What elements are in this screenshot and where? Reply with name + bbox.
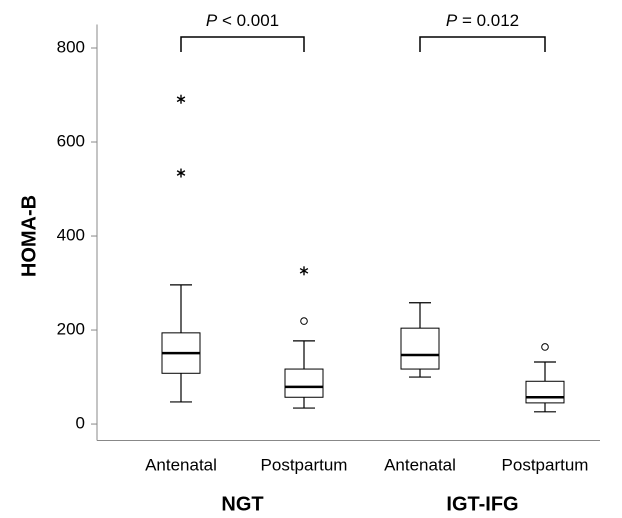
group-label: IGT-IFG xyxy=(446,493,518,515)
group-label: NGT xyxy=(221,493,263,515)
y-tick-label: 600 xyxy=(57,131,85,150)
star-stroke xyxy=(176,170,186,176)
outlier xyxy=(541,343,549,351)
p-symbol: P xyxy=(446,11,458,30)
y-axis-label: HOMA-B xyxy=(18,195,40,277)
outlier xyxy=(176,94,186,104)
p-symbol: P xyxy=(206,11,218,30)
p-text: = 0.012 xyxy=(462,11,519,30)
p-value: P < 0.001 xyxy=(206,11,279,30)
y-tick-label: 0 xyxy=(76,414,85,433)
significance-bracket xyxy=(180,36,305,52)
x-tick-label: Postpartum xyxy=(502,455,589,474)
star-stroke xyxy=(299,267,309,274)
outlier xyxy=(299,266,309,276)
p-value: P = 0.012 xyxy=(446,11,519,30)
y-tick-label: 200 xyxy=(57,320,85,339)
box xyxy=(400,327,440,370)
x-tick-label: Antenatal xyxy=(145,455,217,474)
star-stroke xyxy=(176,96,186,103)
x-tick-label: Postpartum xyxy=(261,455,348,474)
box xyxy=(525,380,565,404)
x-tick-label: Antenatal xyxy=(384,455,456,474)
significance-bracket xyxy=(419,36,546,52)
outlier xyxy=(300,317,308,325)
outlier xyxy=(176,168,186,178)
y-tick-label: 400 xyxy=(57,226,85,245)
box xyxy=(284,368,324,398)
p-text: < 0.001 xyxy=(222,11,279,30)
y-tick-label: 800 xyxy=(57,37,85,56)
